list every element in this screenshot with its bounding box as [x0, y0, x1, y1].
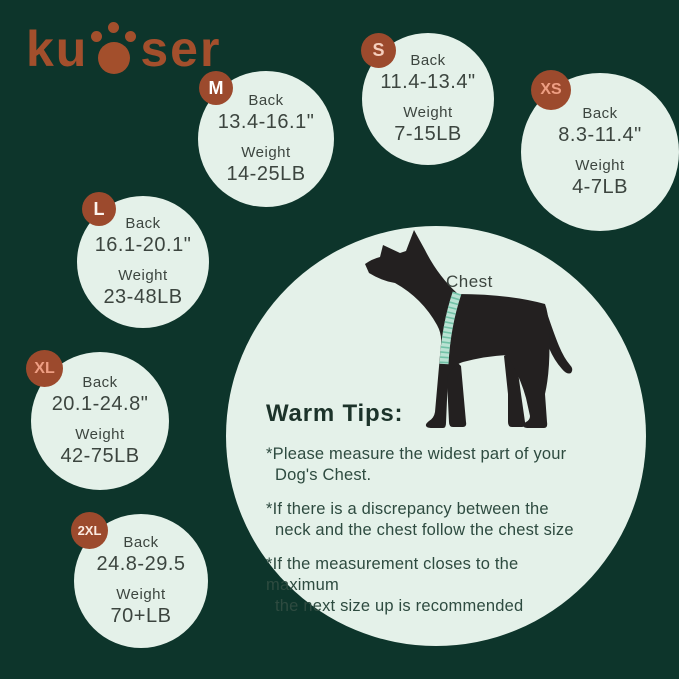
size-badge-xl: XL — [26, 350, 63, 387]
size-badge-m: M — [199, 71, 233, 105]
logo-text-ser: ser — [140, 21, 222, 77]
tip-size-up: *If the measurement closes to the maximu… — [266, 555, 524, 615]
warm-tips-heading: Warm Tips: — [266, 400, 404, 427]
chest-label: Chest — [446, 272, 493, 291]
tip-measure-chest: *Please measure the widest part of your … — [266, 445, 567, 484]
size-badge-xs: XS — [531, 70, 571, 110]
tip-discrepancy: *If there is a discrepancy between the n… — [266, 500, 574, 539]
logo-text-ku: ku — [26, 21, 89, 77]
dog-silhouette — [365, 230, 573, 428]
warm-tips-section: Warm Tips: *Please measure the widest pa… — [266, 400, 596, 630]
size-badge-2xl: 2XL — [71, 512, 108, 549]
size-badge-s: S — [361, 33, 396, 68]
brand-logo: ku ser — [26, 22, 221, 74]
size-badge-l: L — [82, 192, 116, 226]
paw-icon — [91, 22, 137, 74]
